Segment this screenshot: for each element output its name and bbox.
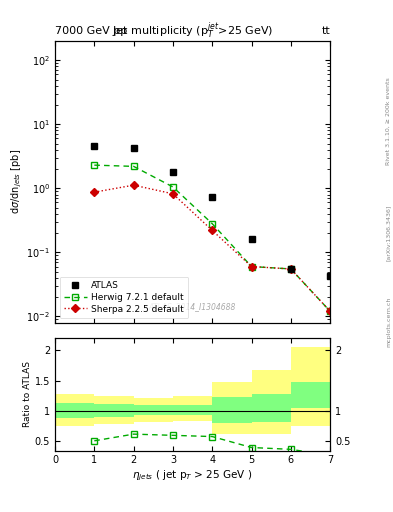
Text: mcplots.cern.ch: mcplots.cern.ch [386, 297, 391, 347]
Herwig 7.2.1 default [92, 162, 97, 168]
Bar [212, 382, 252, 434]
Herwig 7.2.1 default [288, 266, 293, 272]
X-axis label: $\eta_{jets}$ ( jet p$_T$ > 25 GeV ): $\eta_{jets}$ ( jet p$_T$ > 25 GeV ) [132, 468, 253, 483]
Bar [55, 394, 94, 426]
Line: ATLAS: ATLAS [91, 143, 334, 280]
Sherpa 2.2.5 default [131, 182, 136, 188]
Bar [173, 405, 212, 415]
Text: Rivet 3.1.10, ≥ 200k events: Rivet 3.1.10, ≥ 200k events [386, 77, 391, 164]
Herwig 7.2.1 default [131, 163, 136, 169]
ATLAS [288, 266, 293, 272]
Text: [arXiv:1306.3436]: [arXiv:1306.3436] [386, 205, 391, 261]
Sherpa 2.2.5 default [210, 227, 215, 233]
Herwig 7.2.1 default [249, 264, 254, 270]
ATLAS [249, 236, 254, 242]
Bar [252, 394, 291, 422]
Bar [291, 347, 330, 426]
Herwig 7.2.1 default [210, 221, 215, 227]
ATLAS [171, 169, 175, 175]
Y-axis label: Ratio to ATLAS: Ratio to ATLAS [23, 361, 32, 427]
Sherpa 2.2.5 default [171, 191, 175, 197]
Bar [94, 396, 134, 424]
Bar [134, 398, 173, 422]
Line: Herwig 7.2.1 default: Herwig 7.2.1 default [91, 162, 334, 315]
Sherpa 2.2.5 default [328, 308, 332, 314]
Sherpa 2.2.5 default [92, 189, 97, 195]
Text: ATLAS_2014_I1304688: ATLAS_2014_I1304688 [149, 302, 236, 311]
Bar [55, 403, 94, 418]
Bar [212, 397, 252, 423]
Bar [134, 405, 173, 415]
Bar [173, 396, 212, 421]
Text: 7000 GeV pp: 7000 GeV pp [55, 26, 127, 36]
Line: Sherpa 2.2.5 default: Sherpa 2.2.5 default [92, 182, 333, 314]
Legend: ATLAS, Herwig 7.2.1 default, Sherpa 2.2.5 default: ATLAS, Herwig 7.2.1 default, Sherpa 2.2.… [59, 276, 188, 318]
Sherpa 2.2.5 default [249, 264, 254, 270]
Herwig 7.2.1 default [171, 184, 175, 190]
Herwig 7.2.1 default [328, 308, 332, 314]
Sherpa 2.2.5 default [288, 266, 293, 272]
Text: tt: tt [321, 26, 330, 36]
Bar [94, 403, 134, 417]
Y-axis label: d$\sigma$/dn$_{jets}$ [pb]: d$\sigma$/dn$_{jets}$ [pb] [9, 149, 24, 215]
Bar [252, 370, 291, 434]
Title: Jet multiplicity (p$_T^{jet}$>25 GeV): Jet multiplicity (p$_T^{jet}$>25 GeV) [112, 20, 273, 41]
ATLAS [131, 145, 136, 151]
ATLAS [210, 195, 215, 201]
ATLAS [328, 273, 332, 280]
ATLAS [92, 143, 97, 150]
Bar [291, 382, 330, 408]
